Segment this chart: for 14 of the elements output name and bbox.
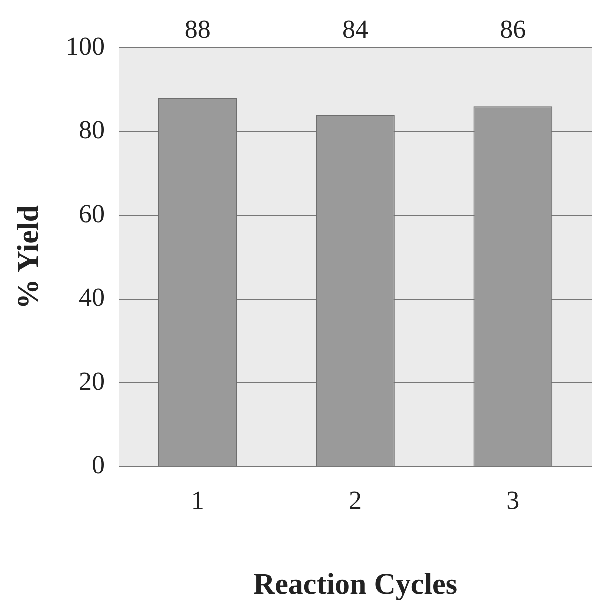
- y-tick-label: 80: [79, 116, 105, 145]
- x-tick-label: 2: [349, 486, 362, 516]
- data-label: 84: [342, 14, 368, 44]
- data-label: 86: [500, 14, 526, 44]
- x-tick-label: 1: [191, 486, 204, 516]
- data-label: 88: [184, 14, 211, 44]
- y-tick-label: 100: [66, 32, 105, 61]
- x-tick-label: 3: [506, 486, 520, 516]
- y-axis-title: % Yield: [12, 205, 45, 310]
- y-tick-label: 20: [79, 366, 105, 396]
- y-tick-label: 40: [79, 283, 105, 312]
- y-tick-label: 0: [92, 450, 105, 480]
- x-axis-title: Reaction Cycles: [253, 568, 458, 601]
- y-tick-label: 60: [79, 199, 105, 228]
